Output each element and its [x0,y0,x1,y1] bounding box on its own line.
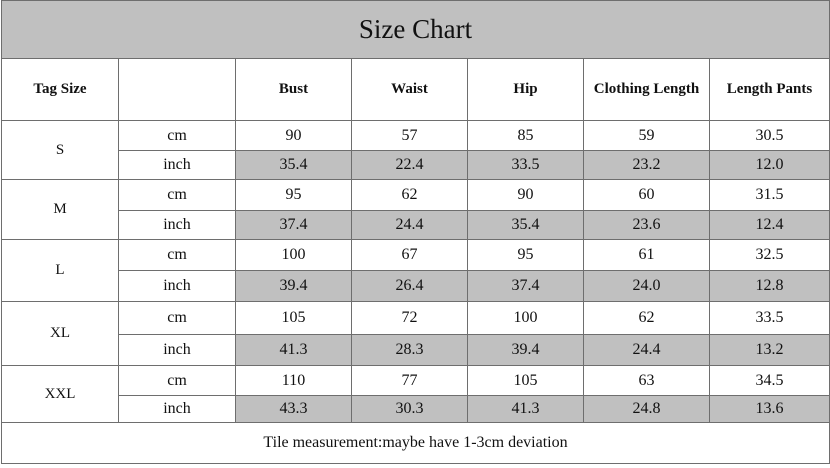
length-pants-value: 31.5 [708,179,830,211]
header-row: Tag Size Bust Waist Hip Clothing Length … [1,58,830,121]
chart-title: Size Chart [0,0,830,59]
clothing-length-value: 23.2 [583,150,710,180]
hip-value: 100 [467,301,584,335]
unit-label: inch [118,210,236,240]
hip-value: 105 [467,365,584,396]
clothing-length-value: 23.6 [583,210,710,240]
header-waist: Waist [351,58,468,121]
bust-value: 100 [235,239,352,271]
size-m-inch-row: inch 37.4 24.4 35.4 23.6 12.4 [2,210,830,240]
measurement-note: Tile measurement:maybe have 1-3cm deviat… [0,422,830,464]
size-l-inch-row: inch 39.4 26.4 37.4 24.0 12.8 [2,270,830,302]
clothing-length-value: 62 [583,301,710,335]
bust-value: 43.3 [235,395,352,423]
size-s-cm-row: S cm 90 57 85 59 30.5 [1,120,830,180]
header-bust: Bust [235,58,352,121]
bust-value: 37.4 [235,210,352,240]
length-pants-value: 12.0 [708,150,830,180]
unit-label: inch [118,270,236,302]
hip-value: 37.4 [467,270,584,302]
bust-value: 90 [235,120,352,151]
length-pants-value: 12.8 [708,270,830,302]
length-pants-value: 34.5 [708,365,830,396]
bust-value: 110 [235,365,352,396]
hip-value: 33.5 [467,150,584,180]
length-pants-value: 33.5 [708,301,830,335]
hip-value: 90 [467,179,584,211]
waist-value: 57 [351,120,468,151]
clothing-length-value: 59 [583,120,710,151]
bust-value: 105 [235,301,352,335]
unit-label: cm [118,120,236,151]
waist-value: 24.4 [351,210,468,240]
tag-size-xl: XL [1,301,119,366]
clothing-length-value: 63 [583,365,710,396]
length-pants-value: 30.5 [708,120,830,151]
waist-value: 67 [351,239,468,271]
clothing-length-value: 24.0 [583,270,710,302]
size-xl-inch-row: inch 41.3 28.3 39.4 24.4 13.2 [2,334,830,366]
clothing-length-value: 61 [583,239,710,271]
hip-value: 35.4 [467,210,584,240]
clothing-length-value: 24.8 [583,395,710,423]
bust-value: 39.4 [235,270,352,302]
waist-value: 28.3 [351,334,468,366]
header-length-pants: Length Pants [708,58,830,121]
size-xxl-inch-row: inch 43.3 30.3 41.3 24.8 13.6 [2,395,830,423]
hip-value: 41.3 [467,395,584,423]
tag-size-s: S [1,120,119,180]
tag-size-xxl: XXL [1,365,119,423]
size-xl-cm-row: XL cm 105 72 100 62 33.5 [1,301,830,366]
header-unit [118,58,236,121]
length-pants-value: 13.2 [708,334,830,366]
waist-value: 72 [351,301,468,335]
length-pants-value: 12.4 [708,210,830,240]
hip-value: 39.4 [467,334,584,366]
unit-label: inch [118,150,236,180]
bust-value: 35.4 [235,150,352,180]
unit-label: cm [118,365,236,396]
length-pants-value: 13.6 [708,395,830,423]
waist-value: 62 [351,179,468,211]
unit-label: cm [118,179,236,211]
hip-value: 85 [467,120,584,151]
bust-value: 41.3 [235,334,352,366]
clothing-length-value: 24.4 [583,334,710,366]
header-tag-size: Tag Size [1,58,119,121]
tag-size-m: M [1,179,119,240]
waist-value: 77 [351,365,468,396]
unit-label: cm [118,301,236,335]
size-m-cm-row: M cm 95 62 90 60 31.5 [1,179,830,240]
size-s-inch-row: inch 35.4 22.4 33.5 23.2 12.0 [2,150,830,180]
unit-label: cm [118,239,236,271]
hip-value: 95 [467,239,584,271]
waist-value: 30.3 [351,395,468,423]
tag-size-l: L [1,239,119,302]
waist-value: 26.4 [351,270,468,302]
header-hip: Hip [467,58,584,121]
size-xxl-cm-row: XXL cm 110 77 105 63 34.5 [1,365,830,423]
size-l-cm-row: L cm 100 67 95 61 32.5 [1,239,830,302]
clothing-length-value: 60 [583,179,710,211]
header-clothing-length: Clothing Length [583,58,710,121]
unit-label: inch [118,395,236,423]
waist-value: 22.4 [351,150,468,180]
bust-value: 95 [235,179,352,211]
length-pants-value: 32.5 [708,239,830,271]
unit-label: inch [118,334,236,366]
